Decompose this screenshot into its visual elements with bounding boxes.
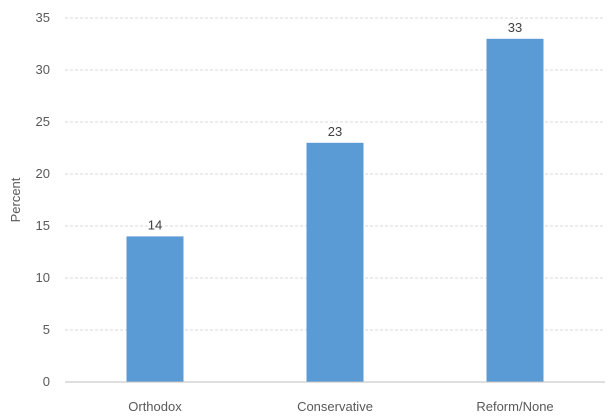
y-tick-label: 20 [36, 166, 50, 181]
data-label: 23 [328, 124, 342, 139]
bars [126, 38, 544, 383]
bar-orthodox [126, 236, 184, 382]
data-label: 14 [148, 217, 162, 232]
y-tick-label: 0 [43, 374, 50, 389]
x-category-label: Orthodox [128, 399, 182, 414]
y-tick-label: 10 [36, 270, 50, 285]
y-tick-label: 30 [36, 62, 50, 77]
data-label: 33 [508, 20, 522, 35]
data-labels: 14 23 33 [148, 20, 522, 233]
bar-conservative [306, 142, 364, 382]
y-tick-label: 35 [36, 10, 50, 25]
bar-reform-none [486, 38, 544, 383]
y-axis-ticks: 0 5 10 15 20 25 30 35 [36, 10, 50, 389]
y-tick-label: 15 [36, 218, 50, 233]
x-category-label: Reform/None [476, 399, 553, 414]
x-axis-categories: Orthodox Conservative Reform/None [128, 399, 553, 414]
y-tick-label: 25 [36, 114, 50, 129]
y-tick-label: 5 [43, 322, 50, 337]
x-category-label: Conservative [297, 399, 373, 414]
y-axis-label: Percent [8, 177, 23, 222]
